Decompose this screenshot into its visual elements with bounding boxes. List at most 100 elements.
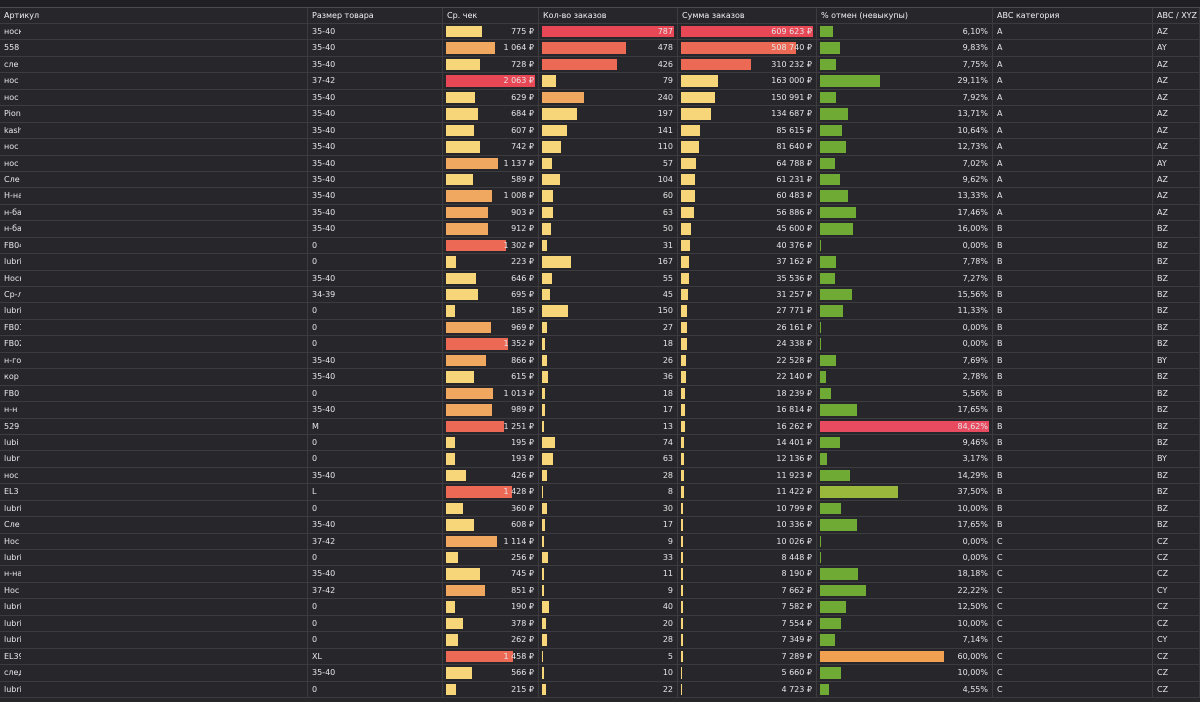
cell-size: 35-40 — [308, 106, 443, 123]
cell-orders-sum: 31 257 ₽ — [678, 287, 817, 304]
cell-cancel-pct-bar — [820, 58, 837, 71]
cell-article[interactable]: Сле — [0, 517, 308, 534]
cell-abc: B — [993, 434, 1153, 452]
cell-abc: A — [993, 73, 1153, 90]
header-orders-sum[interactable]: Сумма заказов — [678, 8, 817, 24]
cell-article[interactable]: сле — [0, 56, 308, 74]
cell-avg-check: 256 ₽ — [443, 550, 539, 567]
cell-article[interactable]: Носк — [0, 270, 308, 287]
header-avg-check[interactable]: Ср. чек — [443, 8, 539, 24]
cell-article[interactable]: н-ба — [0, 221, 308, 238]
cell-article[interactable]: н-ба — [0, 204, 308, 222]
cell-article[interactable]: FB01 — [0, 319, 308, 337]
cell-article[interactable]: FB02 — [0, 336, 308, 353]
cell-article[interactable]: нос — [0, 155, 308, 172]
cell-article[interactable]: нос — [0, 467, 308, 485]
cell-size: 35-40 — [308, 270, 443, 287]
cell-orders-sum-value: 27 771 ₽ — [776, 306, 812, 316]
cell-avg-check-value: 775 ₽ — [511, 27, 534, 36]
cell-article[interactable]: lubi — [0, 434, 308, 452]
header-cancel-pct[interactable]: % отмен (невыкупы) — [817, 8, 993, 24]
cell-article[interactable]: н-н — [0, 402, 308, 419]
cell-orders-sum-value: 61 231 ₽ — [776, 174, 812, 184]
cell-article[interactable]: kash — [0, 122, 308, 140]
cell-avg-check: 1 008 ₽ — [443, 188, 539, 205]
cell-article[interactable]: lubri — [0, 599, 308, 616]
cell-orders-sum: 10 799 ₽ — [678, 500, 817, 518]
cell-orders-sum-value: 10 799 ₽ — [776, 503, 812, 513]
header-size[interactable]: Размер товара — [308, 8, 443, 24]
cell-article[interactable]: Сле — [0, 171, 308, 189]
cell-cancel-pct-bar — [820, 206, 857, 219]
cell-orders-sum: 150 991 ₽ — [678, 89, 817, 107]
cell-cancel-pct-bar — [820, 124, 842, 137]
header-abc[interactable]: ABC категория — [993, 8, 1153, 24]
cell-cancel-pct-value: 7,78% — [962, 257, 988, 267]
cell-orders-count-bar — [542, 634, 547, 646]
cell-orders-count-value: 426 — [657, 59, 673, 69]
cell-article[interactable]: Pioni — [0, 106, 308, 123]
cell-cancel-pct: 7,92% — [817, 89, 993, 107]
cell-avg-check: 684 ₽ — [443, 106, 539, 123]
article-text: 529 — [4, 421, 20, 431]
cell-avg-check-value: 607 ₽ — [511, 125, 534, 135]
cell-article[interactable]: 529 — [0, 418, 308, 435]
cell-cancel-pct: 6,10% — [817, 24, 993, 41]
cell-article[interactable]: след — [0, 665, 308, 682]
cell-cancel-pct: 7,69% — [817, 352, 993, 370]
cell-orders-sum-value: 40 376 ₽ — [776, 240, 812, 250]
cell-article[interactable]: 558 — [0, 40, 308, 57]
cell-article[interactable]: нос — [0, 89, 308, 107]
article-text: Нос — [4, 536, 20, 546]
cell-article[interactable]: Нос — [0, 582, 308, 600]
cell-avg-check: 775 ₽ — [443, 24, 539, 41]
cell-article[interactable]: Нос — [0, 533, 308, 550]
cell-orders-sum-value: 26 161 ₽ — [776, 322, 812, 332]
cell-article[interactable]: EL3 — [0, 484, 308, 501]
cell-article[interactable]: lubri — [0, 500, 308, 518]
header-article[interactable]: Артикул — [0, 8, 308, 24]
cell-size: 35-40 — [308, 221, 443, 238]
cell-article[interactable]: lubri — [0, 615, 308, 633]
cell-article[interactable]: нос — [0, 139, 308, 156]
cell-cancel-pct: 9,46% — [817, 434, 993, 452]
cell-orders-count: 74 — [539, 434, 678, 452]
cell-article[interactable]: FB04 — [0, 237, 308, 255]
cell-avg-check: 607 ₽ — [443, 122, 539, 140]
cell-article[interactable]: н-на — [0, 566, 308, 583]
cell-orders-count-value: 150 — [657, 306, 673, 316]
cell-article[interactable]: EL39 — [0, 648, 308, 666]
cell-orders-count: 11 — [539, 566, 678, 583]
cell-article[interactable]: н-го — [0, 352, 308, 370]
cell-article[interactable]: FB0 — [0, 385, 308, 403]
cell-orders-sum-bar — [681, 469, 684, 482]
header-orders-count[interactable]: Кол-во заказов — [539, 8, 678, 24]
cell-orders-count-bar — [542, 617, 546, 630]
cell-orders-count-bar — [542, 371, 549, 383]
cell-cancel-pct-value: 12,50% — [957, 602, 988, 612]
cell-article[interactable]: Ср-л — [0, 287, 308, 304]
cell-cancel-pct-value: 4,55% — [962, 684, 988, 694]
cell-article[interactable]: Н-на — [0, 188, 308, 205]
cell-article[interactable]: lubri — [0, 681, 308, 698]
cell-abc: B — [993, 451, 1153, 468]
cell-orders-count-value: 57 — [662, 158, 673, 168]
cell-cancel-pct-bar — [820, 272, 836, 284]
cell-article[interactable]: кор — [0, 369, 308, 386]
cell-article[interactable]: lubri — [0, 303, 308, 320]
cell-avg-check-value: 378 ₽ — [511, 618, 534, 628]
cell-article[interactable]: lubri — [0, 254, 308, 271]
cell-orders-count-value: 13 — [662, 421, 673, 431]
cell-orders-sum-bar — [681, 667, 683, 679]
cell-orders-count: 20 — [539, 615, 678, 633]
cell-orders-sum: 27 771 ₽ — [678, 303, 817, 320]
cell-article[interactable]: lubri — [0, 632, 308, 649]
cell-article[interactable]: носки — [0, 24, 308, 41]
cell-article[interactable]: lubr — [0, 451, 308, 468]
cell-orders-count-bar — [542, 256, 572, 268]
cell-article[interactable]: нос — [0, 73, 308, 90]
cell-abcxyz: AY — [1153, 40, 1200, 57]
header-abcxyz[interactable]: ABC / XYZ — [1153, 8, 1200, 24]
cell-cancel-pct-value: 18,18% — [957, 569, 988, 579]
cell-article[interactable]: lubri — [0, 550, 308, 567]
